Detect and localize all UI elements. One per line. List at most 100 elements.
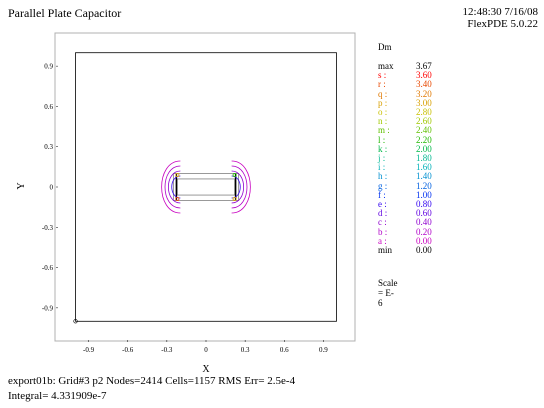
legend-entry-label: j : [378, 153, 386, 163]
legend-entry-value: 3.40 [416, 79, 432, 90]
legend-entry-value: 2.00 [416, 143, 432, 154]
x-tick-label: 0.6 [280, 346, 289, 354]
plot-title: Parallel Plate Capacitor [8, 6, 122, 20]
legend-entry: g : 1.20 [378, 180, 478, 191]
legend-entry-value: 0.00 [416, 245, 432, 255]
legend-entry-label: o : [378, 107, 388, 117]
legend-entry-value: 2.20 [416, 134, 432, 145]
legend-entry-value: 3.60 [416, 70, 432, 81]
contour-marker [175, 172, 180, 177]
contour-line-right [231, 165, 248, 209]
legend-entry-value: 0.80 [416, 199, 432, 209]
contour-marker [232, 196, 237, 201]
contour-marker [175, 196, 180, 201]
legend-entry: s : 3.60 [378, 71, 478, 80]
legend-entry: f : 1.00 [378, 189, 478, 200]
contour-line-left [161, 160, 181, 214]
legend-entry-label: d : [378, 208, 388, 219]
plate-region [172, 173, 240, 201]
legend-entry: r : 3.40 [378, 80, 478, 89]
legend-title: Dm [378, 42, 392, 52]
legend-entry-label: m : [378, 125, 390, 136]
legend-entry-label: s : [378, 70, 387, 81]
legend-entry: i : 1.60 [378, 163, 478, 172]
legend-entry: k : 2.00 [378, 143, 478, 154]
y-tick-label: 0.6 [44, 103, 53, 111]
y-tick-label: -0.3 [42, 224, 54, 232]
legend-entry-value: 0.20 [416, 226, 432, 237]
legend-entry-label: k : [378, 143, 388, 154]
integral-line: Integral= 4.331909e-7 [8, 390, 107, 402]
origin-marker [73, 319, 78, 324]
y-tick-label: -0.9 [42, 304, 54, 312]
legend-entry-value: 1.00 [416, 189, 432, 200]
contour-line-right [231, 170, 245, 204]
y-axis-label: Y [16, 182, 27, 189]
legend-entry-label: l : [378, 134, 386, 145]
x-tick-label: 0.9 [319, 346, 328, 354]
x-tick-label: 0.3 [241, 346, 250, 354]
contour-marker [232, 172, 237, 177]
y-tick-label: -0.6 [42, 264, 54, 272]
legend-entry-value: 0.40 [416, 217, 432, 228]
legend-entry: o : 2.80 [378, 108, 478, 117]
y-tick-label: 0.3 [44, 143, 53, 151]
legend-entry-value: 3.00 [416, 97, 432, 108]
software-version: FlexPDE 5.0.22 [467, 18, 538, 30]
legend-entry-label: f : [378, 189, 386, 200]
legend-entry-value: 2.60 [416, 116, 432, 127]
legend-entry-value: 1.40 [416, 171, 432, 182]
legend-entry-label: e : [378, 199, 387, 209]
legend-entry: j : 1.80 [378, 154, 478, 163]
legend-entry-value: 3.67 [416, 61, 432, 71]
legend-entry: m : 2.40 [378, 126, 478, 135]
x-tick-label: -0.9 [83, 346, 95, 354]
legend-entry-value: 0.00 [416, 235, 432, 246]
legend-entry-value: 3.20 [416, 88, 432, 99]
legend-entry: max 3.67 [378, 62, 478, 71]
legend-entry-label: i : [378, 162, 386, 173]
legend-entry-value: 2.80 [416, 107, 432, 117]
contour-line-left [164, 165, 181, 209]
legend-entry-label: b : [378, 226, 388, 237]
x-tick-label: -0.6 [122, 346, 134, 354]
legend-entry: a : 0.00 [378, 235, 478, 246]
legend-entry: d : 0.60 [378, 209, 478, 218]
legend-entry-value: 1.20 [416, 180, 432, 191]
legend-entry: l : 2.20 [378, 134, 478, 145]
plot-frame [54, 32, 356, 342]
legend-entry: h : 1.40 [378, 172, 478, 181]
legend-entry-label: g : [378, 180, 388, 191]
legend-entry-label: c : [378, 217, 387, 228]
x-axis-label: X [202, 364, 210, 375]
outer-boundary [75, 52, 337, 322]
contour-layer [73, 160, 251, 324]
x-tick-label: -0.3 [161, 346, 173, 354]
legend-entry-value: 0.60 [416, 208, 432, 219]
legend-entry-value: 1.80 [416, 153, 432, 163]
legend-entry: b : 0.20 [378, 226, 478, 237]
legend-entry: q : 3.20 [378, 88, 478, 99]
legend-entry-label: a : [378, 235, 387, 246]
legend-entry-value: 2.40 [416, 125, 432, 136]
legend-scale: Scale = E-6 [378, 278, 398, 308]
timestamp: 12:48:30 7/16/08 [462, 6, 538, 18]
legend-entry-label: q : [378, 88, 388, 99]
legend-entry: c : 0.40 [378, 218, 478, 227]
legend-entry-label: max [378, 61, 394, 71]
legend-entry: n : 2.60 [378, 117, 478, 126]
contour-line-left [167, 170, 181, 204]
tick-layer: -0.9 -0.6 -0.3 0 0.3 0.6 0.9 0.9 0.6 0.3 0 -0.3 -0.6… [42, 63, 328, 354]
legend-entry-label: n : [378, 116, 388, 127]
legend-entry-label: min [378, 245, 393, 255]
legend-entry-label: r : [378, 79, 386, 90]
legend-entry: e : 0.80 [378, 200, 478, 209]
x-tick-label: 0 [204, 346, 208, 354]
timestamp-block: 12:48:30 7/16/08 FlexPDE 5.0.22 [463, 6, 538, 30]
legend-entry-label: p : [378, 97, 388, 108]
legend-entry-label: h : [378, 171, 388, 182]
legend-entry: p : 3.00 [378, 97, 478, 108]
y-tick-label: 0.9 [44, 63, 53, 71]
y-tick-label: 0 [50, 184, 54, 192]
